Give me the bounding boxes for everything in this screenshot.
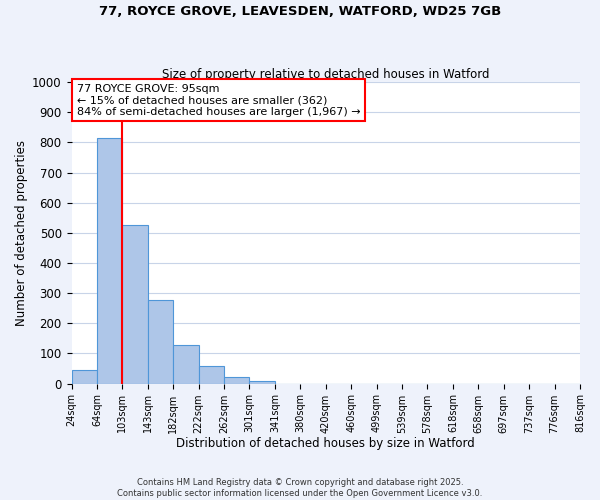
Title: Size of property relative to detached houses in Watford: Size of property relative to detached ho… bbox=[162, 68, 490, 81]
Y-axis label: Number of detached properties: Number of detached properties bbox=[15, 140, 28, 326]
Text: 77 ROYCE GROVE: 95sqm
← 15% of detached houses are smaller (362)
84% of semi-det: 77 ROYCE GROVE: 95sqm ← 15% of detached … bbox=[77, 84, 360, 117]
Text: Contains HM Land Registry data © Crown copyright and database right 2025.
Contai: Contains HM Land Registry data © Crown c… bbox=[118, 478, 482, 498]
Bar bbox=[97, 138, 122, 384]
Bar bbox=[148, 300, 173, 384]
Bar bbox=[224, 377, 250, 384]
Bar bbox=[173, 346, 199, 384]
Bar bbox=[71, 370, 97, 384]
Bar bbox=[199, 366, 224, 384]
Bar bbox=[250, 380, 275, 384]
X-axis label: Distribution of detached houses by size in Watford: Distribution of detached houses by size … bbox=[176, 437, 475, 450]
Text: 77, ROYCE GROVE, LEAVESDEN, WATFORD, WD25 7GB: 77, ROYCE GROVE, LEAVESDEN, WATFORD, WD2… bbox=[99, 5, 501, 18]
Bar bbox=[122, 224, 148, 384]
